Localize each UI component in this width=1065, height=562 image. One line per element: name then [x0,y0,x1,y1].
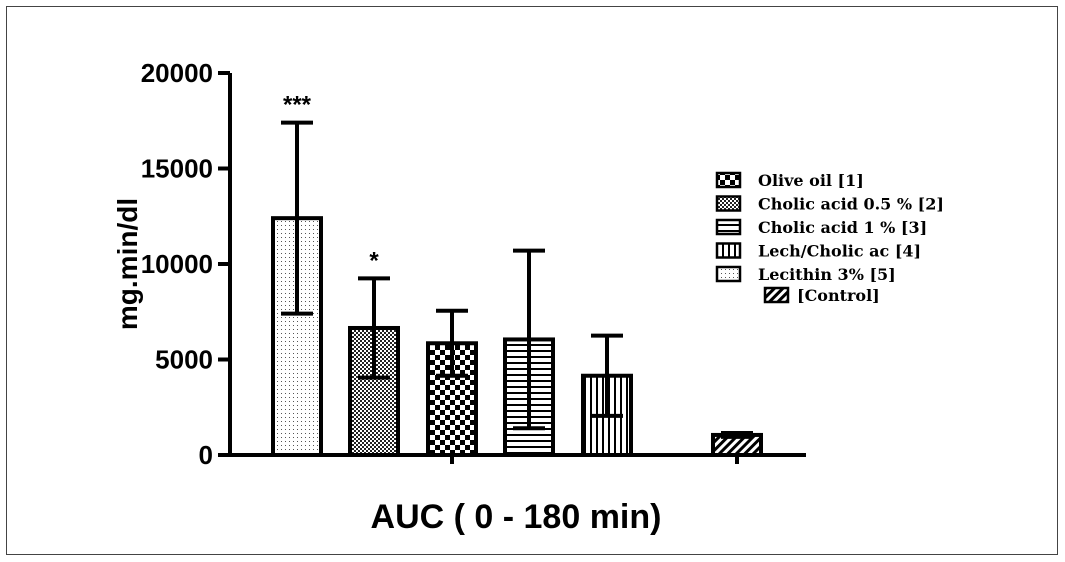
legend: Olive oil [1] Cholic acid 0.5 % [2] Cholic… [715,171,944,305]
y-tick-label: 5000 [155,345,213,375]
legend-swatch [715,195,742,212]
legend-swatch [715,265,742,283]
y-axis-label: mg.min/dl [112,198,143,330]
significance-marker: *** [283,92,312,119]
x-axis-label: AUC ( 0 - 180 min) [371,498,662,536]
y-tick-label: 15000 [141,154,213,184]
bar-group: **** [271,92,763,464]
legend-label: Olive oil [1] [758,171,864,190]
bar [348,325,400,457]
legend-label: Cholic acid 1 % [3] [758,218,927,237]
legend-label-control: [Control] [797,286,880,305]
legend-label: Cholic acid 0.5 % [2] [758,195,944,214]
y-tick-label: 20000 [141,58,213,88]
legend-swatch [715,171,742,189]
legend-swatch [715,218,742,236]
legend-swatch-control [763,286,790,304]
y-tick-label: 0 [199,440,213,470]
y-tick-group: 0 5000 10000 15000 20000 [141,58,230,470]
legend-label: Lecithin 3% [5] [758,265,896,284]
significance-marker: * [369,247,379,274]
legend-label: Lech/Cholic ac [4] [758,242,921,261]
figure-frame [6,6,1058,555]
y-tick-label: 10000 [141,249,213,279]
legend-swatch [715,242,742,259]
